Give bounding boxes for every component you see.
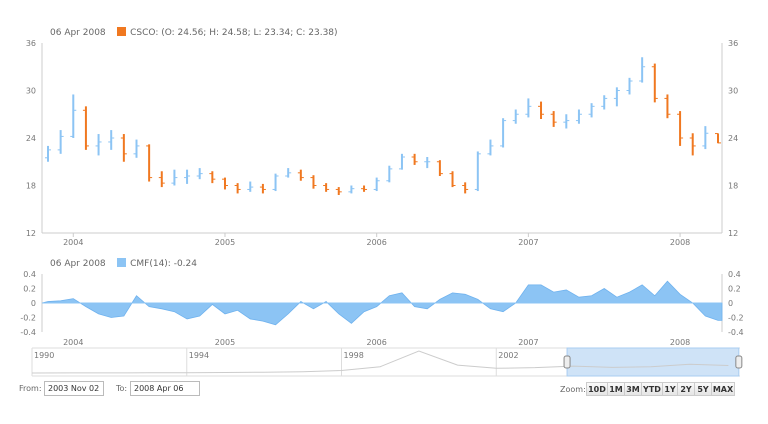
- cmf-legend: 06 Apr 2008 CMF(14): -0.24: [50, 258, 197, 269]
- navigator-line: [31, 350, 729, 374]
- legend-date: 06 Apr 2008: [50, 259, 106, 269]
- y-tick-label: 24: [26, 134, 36, 143]
- y-tick-label: 30: [26, 87, 36, 96]
- right-handle[interactable]: [735, 355, 743, 369]
- legend-ohlc: CSCO: (O: 24.56; H: 24.58; L: 23.34; C: …: [130, 28, 338, 38]
- cmf-x-tick-label: 2004: [63, 338, 83, 347]
- x-tick-label: 2004: [63, 238, 83, 247]
- x-tick-label: 2008: [670, 238, 690, 247]
- cmf-y-tick-label: -0.2: [20, 314, 36, 323]
- navigator-tick-label: 1990: [34, 351, 54, 360]
- cmf-y-tick-label: 0: [31, 299, 36, 308]
- zoom-1m-button[interactable]: 1M: [607, 382, 625, 396]
- x-tick-label: 2005: [215, 238, 235, 247]
- navigator-tick-label: 1998: [344, 351, 364, 360]
- y-tick-label: 36: [728, 39, 738, 48]
- from-date-input[interactable]: 2003 Nov 02: [44, 381, 104, 396]
- zoom-label: Zoom:: [560, 385, 586, 394]
- cmf-y-tick-label: 0.2: [728, 285, 741, 294]
- y-tick-label: 24: [728, 134, 738, 143]
- cmf-y-tick-label: -0.4: [20, 328, 36, 337]
- cmf-swatch: [117, 258, 127, 267]
- navigator-tick-label: 1994: [189, 351, 209, 360]
- cmf-x-tick-label: 2006: [366, 338, 386, 347]
- cmf-x-tick-label: 2005: [215, 338, 235, 347]
- navigator-selection: [566, 347, 740, 377]
- legend-date: 06 Apr 2008: [50, 28, 106, 38]
- zoom-3m-button[interactable]: 3M: [624, 382, 642, 396]
- zoom-1y-button[interactable]: 1Y: [662, 382, 678, 396]
- cmf-y-tick-label: 0.4: [23, 270, 36, 279]
- x-tick-label: 2006: [366, 238, 386, 247]
- zoom-5y-button[interactable]: 5Y: [694, 382, 712, 396]
- to-label: To:: [116, 384, 128, 393]
- cmf-y-tick-label: -0.2: [728, 314, 744, 323]
- csco-swatch: [117, 27, 127, 36]
- from-label: From:: [19, 384, 42, 393]
- y-tick-label: 36: [26, 39, 36, 48]
- y-tick-label: 30: [728, 87, 738, 96]
- cmf-x-tick-label: 2008: [670, 338, 690, 347]
- y-tick-label: 12: [26, 229, 36, 238]
- legend-cmf: CMF(14): -0.24: [130, 259, 197, 269]
- main-legend: 06 Apr 2008 CSCO: (O: 24.56; H: 24.58; L…: [50, 27, 338, 38]
- y-tick-label: 18: [728, 182, 738, 191]
- x-tick-label: 2007: [518, 238, 538, 247]
- cmf-y-tick-label: 0: [728, 299, 733, 308]
- zoom-max-button[interactable]: MAX: [711, 382, 735, 396]
- cmf-y-tick-label: -0.4: [728, 328, 744, 337]
- left-handle[interactable]: [563, 355, 571, 369]
- cmf-y-tick-label: 0.2: [23, 285, 36, 294]
- to-date-input[interactable]: 2008 Apr 06: [130, 381, 200, 396]
- zoom-ytd-button[interactable]: YTD: [641, 382, 663, 396]
- cmf-x-tick-label: 2007: [518, 338, 538, 347]
- navigator-tick-label: 2002: [498, 351, 518, 360]
- zoom-10d-button[interactable]: 10D: [586, 382, 608, 396]
- y-tick-label: 18: [26, 182, 36, 191]
- y-tick-label: 12: [728, 229, 738, 238]
- zoom-2y-button[interactable]: 2Y: [677, 382, 695, 396]
- cmf-y-tick-label: 0.4: [728, 270, 741, 279]
